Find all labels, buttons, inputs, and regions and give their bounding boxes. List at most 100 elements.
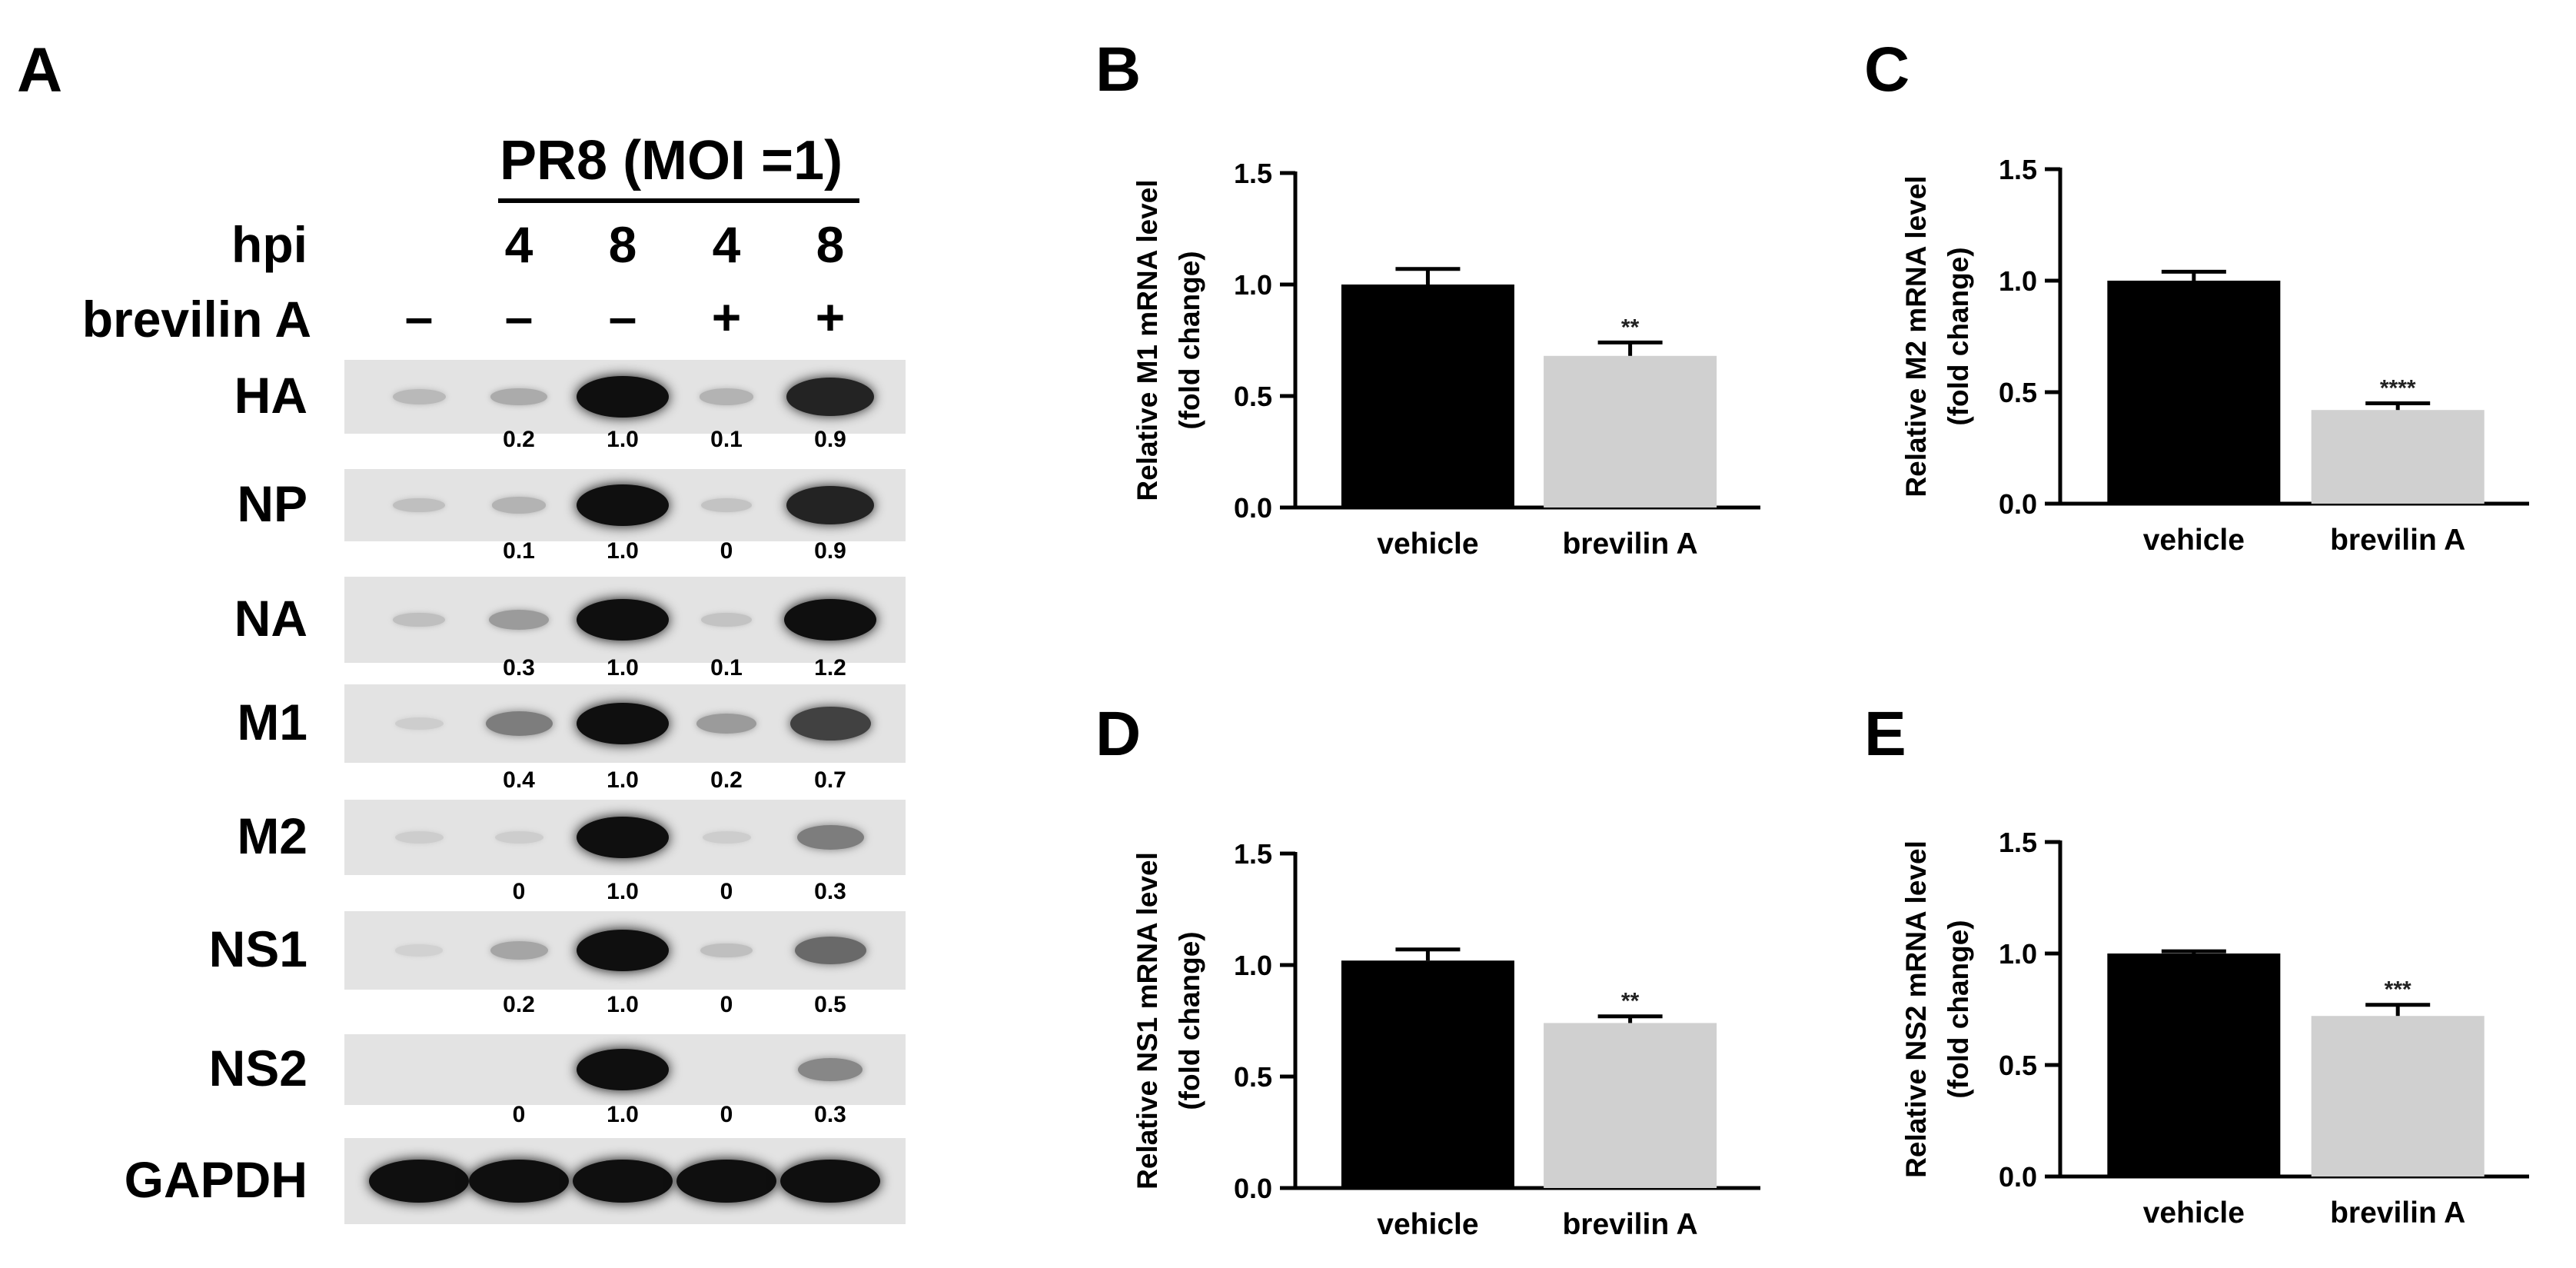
blot-band (395, 944, 443, 957)
category-label: brevilin A (2330, 524, 2465, 557)
blot-band (794, 937, 866, 964)
y-tick-label: 1.5 (1234, 838, 1272, 870)
blot-band (696, 714, 756, 734)
quantification-value: 0.3 (503, 655, 535, 681)
treatment-label: brevilin A (81, 291, 311, 348)
blot-band (784, 599, 876, 641)
quantification-value: 1.0 (607, 427, 639, 452)
blot-band (798, 1058, 863, 1081)
significance-marker: *** (2385, 977, 2411, 1003)
significance-marker: **** (2380, 376, 2416, 401)
blot-band (577, 703, 669, 744)
y-tick-label: 0.0 (1234, 1173, 1272, 1204)
chart-panel-d: D 0.0 0.5 1.0 1.5 Relative NS1 mRNA level (fol… (1095, 699, 1760, 1241)
blot-band (490, 941, 548, 960)
quantification-value: 0.4 (503, 767, 535, 793)
y-axis-label: (fold change) (1174, 931, 1205, 1110)
quantification-value: 0.1 (503, 538, 535, 564)
blot-band (701, 498, 752, 512)
blot-band (491, 497, 547, 514)
quantification-value: 0.2 (503, 427, 535, 452)
blot-band (494, 831, 543, 844)
quantification-value: 0.1 (710, 427, 743, 452)
protein-label-np: NP (237, 475, 307, 532)
quantification-value: 1.0 (607, 992, 639, 1017)
blot-band (702, 831, 751, 844)
panel-letter-e: E (1864, 699, 1906, 769)
y-axis-label: (fold change) (1174, 251, 1205, 429)
protein-label-na: NA (234, 590, 307, 647)
quantification-value: 1.0 (607, 767, 639, 793)
category-label: vehicle (2143, 1196, 2245, 1230)
category-label: vehicle (1377, 528, 1478, 561)
blot-band (577, 484, 669, 526)
blot-strip-ns2 (344, 1034, 906, 1105)
bar-vehicle (1341, 960, 1514, 1188)
quantification-value: 1.2 (814, 655, 846, 681)
blot-band (577, 1049, 669, 1090)
blot-strip-np (344, 469, 906, 541)
quantification-value: 0.9 (814, 538, 846, 564)
blot-band (699, 388, 754, 405)
quantification-value: 1.0 (607, 1102, 639, 1127)
treatment-symbol: + (815, 288, 846, 345)
chart-panel-c: C 0.0 0.5 1.0 1.5 Relative M2 mRNA level (fold… (1864, 35, 2529, 557)
chart-panel-e: E 0.0 0.5 1.0 1.5 Relative NS2 mRNA level (fol… (1864, 699, 2529, 1230)
blot-band (577, 599, 669, 641)
y-tick-label: 1.0 (1234, 269, 1272, 301)
blot-band (577, 817, 669, 858)
quantification-value: 0.2 (503, 992, 535, 1017)
treatment-symbol: – (608, 288, 637, 345)
y-tick-label: 1.5 (1999, 827, 2037, 858)
quantification-value: 0.1 (710, 655, 743, 681)
treatment-symbol: – (504, 288, 533, 345)
infection-title: PR8 (MOI =1) (500, 130, 843, 191)
y-tick-label: 0.0 (1234, 492, 1272, 524)
treatment-symbol: – (404, 288, 434, 345)
blot-strip-m2 (344, 800, 906, 875)
bar-brevilin-a (2311, 410, 2485, 504)
y-axis-label: Relative M1 mRNA level (1132, 179, 1163, 501)
y-tick-label: 1.5 (1234, 158, 1272, 189)
y-tick-label: 0.5 (1999, 1050, 2037, 1081)
quantification-value: 1.0 (607, 879, 639, 904)
hpi-value: 4 (712, 216, 741, 273)
hpi-label: hpi (231, 216, 307, 273)
y-tick-label: 1.0 (1999, 938, 2037, 970)
blot-band (392, 389, 446, 404)
quantification-value: 0.9 (814, 427, 846, 452)
y-axis-label: Relative NS2 mRNA level (1900, 840, 1932, 1178)
blot-band (490, 388, 547, 406)
blot-band (700, 943, 753, 958)
blot-strip-gapdh (344, 1138, 906, 1224)
panel-letter-d: D (1095, 699, 1141, 769)
blot-band (577, 930, 669, 971)
blot-strip-ha (344, 360, 906, 434)
quantification-value: 0 (720, 1102, 733, 1127)
y-tick-label: 1.5 (1999, 154, 2037, 185)
bar-vehicle (2107, 953, 2281, 1176)
quantification-value: 0.7 (814, 767, 846, 793)
hpi-value: 4 (504, 216, 533, 273)
blot-band (676, 1160, 776, 1203)
y-tick-label: 0.5 (1234, 1061, 1272, 1093)
blot-band (796, 825, 864, 850)
y-tick-label: 1.0 (1234, 950, 1272, 981)
blot-band (489, 610, 549, 630)
bar-brevilin-a (2311, 1016, 2485, 1176)
blot-band (393, 612, 445, 627)
y-tick-label: 1.0 (1999, 265, 2037, 297)
hpi-value: 8 (608, 216, 637, 273)
blot-strip-ns1 (344, 911, 906, 990)
quantification-value: 0 (720, 538, 733, 564)
significance-marker: ** (1621, 315, 1640, 340)
protein-label-ns1: NS1 (208, 920, 307, 977)
panel-letter-c: C (1864, 35, 1910, 105)
y-tick-label: 0.0 (1999, 488, 2037, 520)
chart-panel-b: B 0.0 0.5 1.0 1.5 Relative M1 mRNA level (fold… (1095, 35, 1760, 561)
blot-band (701, 613, 752, 627)
panel-letter-a: A (17, 35, 63, 105)
quantification-value: 0.3 (814, 879, 846, 904)
category-label: vehicle (1377, 1208, 1478, 1241)
significance-marker: ** (1621, 989, 1640, 1014)
